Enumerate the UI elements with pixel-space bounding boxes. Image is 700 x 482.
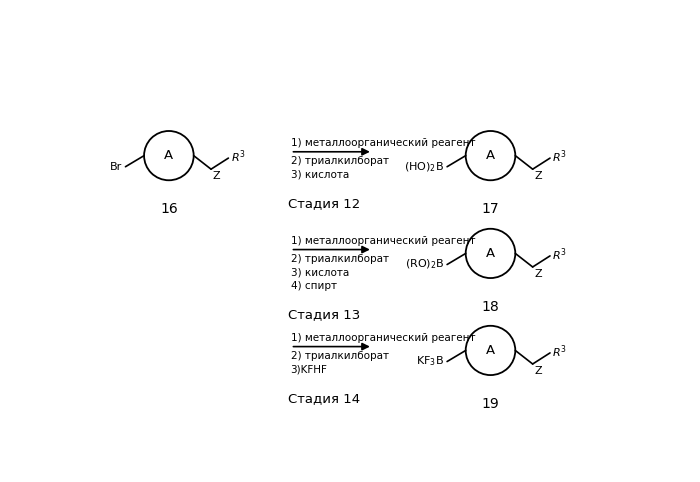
Text: 16: 16 bbox=[160, 202, 178, 216]
Text: 18: 18 bbox=[482, 300, 499, 314]
Text: (HO)$_2$B: (HO)$_2$B bbox=[404, 160, 444, 174]
Text: Стадия 13: Стадия 13 bbox=[288, 308, 360, 321]
Text: 3) кислота: 3) кислота bbox=[290, 170, 349, 180]
Text: $R^3$: $R^3$ bbox=[552, 148, 567, 165]
Text: 1) металлоорганический реагент: 1) металлоорганический реагент bbox=[290, 138, 475, 148]
Text: 2) триалкилборат: 2) триалкилборат bbox=[290, 156, 389, 166]
Text: 1) металлоорганический реагент: 1) металлоорганический реагент bbox=[290, 333, 475, 343]
Text: 2) триалкилборат: 2) триалкилборат bbox=[290, 351, 389, 361]
Text: 3)KFHF: 3)KFHF bbox=[290, 365, 328, 375]
Text: A: A bbox=[486, 149, 495, 162]
Text: (RO)$_2$B: (RO)$_2$B bbox=[405, 258, 444, 271]
Text: 1) металлоорганический реагент: 1) металлоорганический реагент bbox=[290, 236, 475, 246]
Text: A: A bbox=[486, 247, 495, 260]
Text: Z: Z bbox=[534, 171, 542, 181]
Text: 3) кислота: 3) кислота bbox=[290, 268, 349, 278]
Text: A: A bbox=[164, 149, 174, 162]
Text: Стадия 14: Стадия 14 bbox=[288, 392, 360, 405]
Text: Br: Br bbox=[110, 162, 122, 172]
Text: 17: 17 bbox=[482, 202, 499, 216]
Text: KF$_3$B: KF$_3$B bbox=[416, 355, 444, 368]
Text: Z: Z bbox=[534, 268, 542, 279]
Text: $R^3$: $R^3$ bbox=[231, 148, 246, 165]
Text: 19: 19 bbox=[482, 397, 499, 411]
Text: 4) спирт: 4) спирт bbox=[290, 281, 337, 291]
Text: Z: Z bbox=[213, 171, 220, 181]
Text: A: A bbox=[486, 344, 495, 357]
Text: $R^3$: $R^3$ bbox=[552, 343, 567, 360]
Text: $R^3$: $R^3$ bbox=[552, 246, 567, 263]
Text: 2) триалкилборат: 2) триалкилборат bbox=[290, 254, 389, 264]
Text: Z: Z bbox=[534, 365, 542, 375]
Text: Стадия 12: Стадия 12 bbox=[288, 197, 360, 210]
